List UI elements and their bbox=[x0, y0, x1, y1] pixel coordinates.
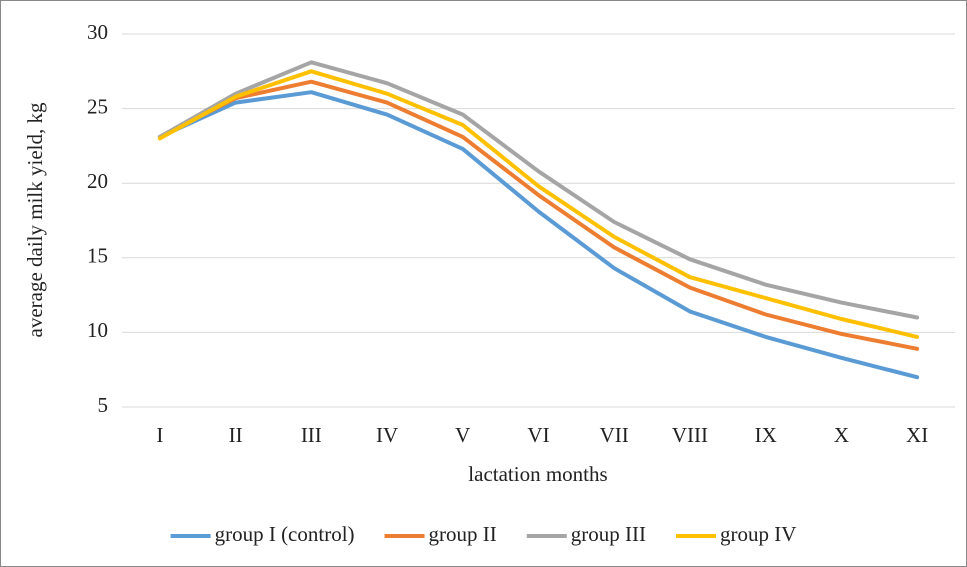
series-line bbox=[157, 69, 920, 339]
legend-label: group III bbox=[571, 522, 646, 546]
x-tick-label: VIII bbox=[672, 423, 708, 447]
x-tick-label: III bbox=[301, 423, 322, 447]
x-tick-label: I bbox=[156, 423, 163, 447]
x-tick-label: V bbox=[455, 423, 470, 447]
series-line bbox=[157, 60, 920, 320]
y-tick-label: 15 bbox=[87, 244, 108, 268]
x-tick-label: VII bbox=[600, 423, 629, 447]
x-tick-label: IV bbox=[376, 423, 398, 447]
x-tick-label: VI bbox=[527, 423, 549, 447]
legend-label: group I (control) bbox=[215, 522, 355, 546]
x-axis-title: lactation months bbox=[468, 462, 607, 486]
y-axis-title: average daily milk yield, kg bbox=[23, 102, 47, 338]
series-line bbox=[157, 90, 920, 380]
x-tick-label: IX bbox=[755, 423, 777, 447]
y-tick-label: 5 bbox=[98, 393, 109, 417]
x-tick-label: X bbox=[834, 423, 849, 447]
x-tick-label: II bbox=[229, 423, 243, 447]
x-tick-label: XI bbox=[906, 423, 928, 447]
y-tick-label: 25 bbox=[87, 94, 108, 118]
y-tick-label: 10 bbox=[87, 318, 108, 342]
y-tick-label: 20 bbox=[87, 169, 108, 193]
legend-label: group II bbox=[429, 522, 497, 546]
y-tick-label: 30 bbox=[87, 20, 108, 44]
series-line bbox=[157, 79, 920, 351]
legend-label: group IV bbox=[720, 522, 796, 546]
